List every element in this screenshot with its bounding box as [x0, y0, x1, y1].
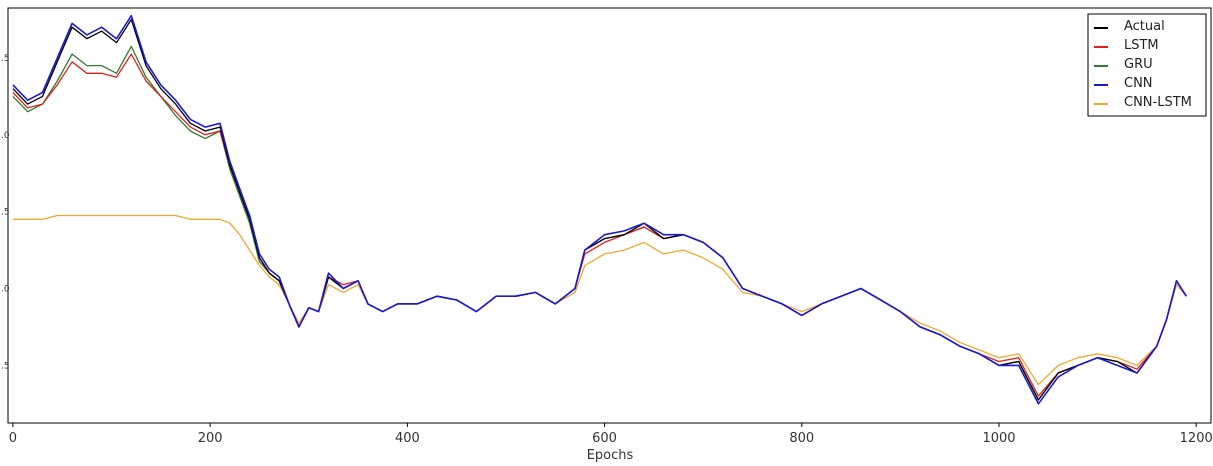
- series-line-cnn: [12, 14, 1187, 405]
- x-tick-label: 1200: [1180, 431, 1213, 446]
- y-tick-label: .5: [1, 208, 10, 218]
- series-line-lstm: [12, 53, 1187, 397]
- x-tick-label: 400: [395, 431, 420, 446]
- y-tick-label: .5: [1, 361, 10, 371]
- x-tick-label: 600: [592, 431, 617, 446]
- legend-label-lstm: LSTM: [1124, 38, 1159, 53]
- x-tick-label: 0: [9, 431, 17, 446]
- legend-label-cnn: CNN: [1124, 76, 1153, 91]
- legend: Actual LSTM GRU CNN CNN-LSTM: [1087, 13, 1207, 117]
- y-tick-label: .0: [1, 285, 10, 295]
- series-lines: [12, 14, 1187, 405]
- legend-label-gru: GRU: [1124, 57, 1153, 72]
- x-axis-label: Epochs: [587, 448, 634, 463]
- x-axis-ticks: 0 200 400 600 800 1000 1200: [9, 423, 1213, 446]
- series-line-gru: [12, 45, 1187, 401]
- legend-label-cnn-lstm: CNN-LSTM: [1124, 95, 1192, 110]
- y-tick-label: .5: [1, 54, 10, 64]
- y-tick-label: .0: [1, 131, 10, 141]
- legend-label-actual: Actual: [1124, 19, 1165, 34]
- series-line-actual: [12, 18, 1187, 401]
- plot-frame: [7, 7, 1212, 424]
- x-tick-label: 1000: [982, 431, 1015, 446]
- x-tick-label: 800: [789, 431, 814, 446]
- y-axis-ticks: .5 .0 .5 .0 .5: [1, 54, 10, 371]
- x-tick-label: 200: [198, 431, 223, 446]
